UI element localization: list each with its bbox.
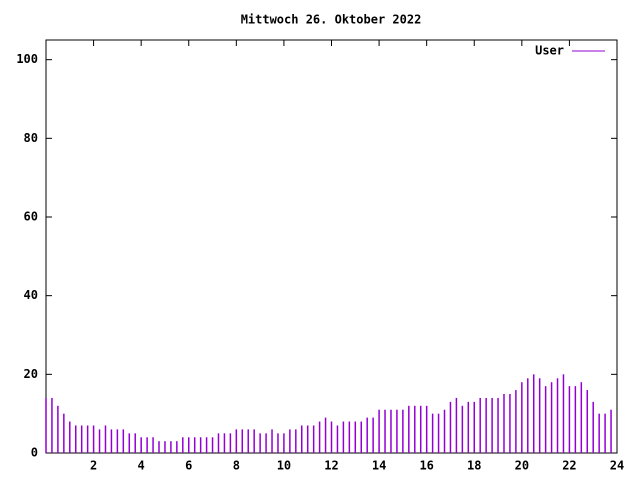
x-tick-label: 18 xyxy=(467,459,481,473)
x-tick-label: 2 xyxy=(90,459,97,473)
x-tick-label: 6 xyxy=(185,459,192,473)
x-tick-label: 14 xyxy=(372,459,386,473)
x-tick-label: 4 xyxy=(138,459,145,473)
y-tick-label: 20 xyxy=(24,367,38,381)
legend-label: User xyxy=(535,44,564,58)
chart-title: Mittwoch 26. Oktober 2022 xyxy=(241,13,422,27)
x-tick-label: 10 xyxy=(277,459,291,473)
x-tick-label: 12 xyxy=(324,459,338,473)
y-tick-label: 0 xyxy=(31,446,38,460)
x-tick-label: 24 xyxy=(610,459,624,473)
y-tick-label: 80 xyxy=(24,131,38,145)
y-tick-label: 40 xyxy=(24,288,38,302)
x-tick-label: 16 xyxy=(419,459,433,473)
plot-frame xyxy=(45,39,618,454)
x-tick-label: 22 xyxy=(562,459,576,473)
x-tick-label: 20 xyxy=(515,459,529,473)
y-tick-label: 100 xyxy=(16,52,38,66)
y-tick-label: 60 xyxy=(24,210,38,224)
x-tick-label: 8 xyxy=(233,459,240,473)
